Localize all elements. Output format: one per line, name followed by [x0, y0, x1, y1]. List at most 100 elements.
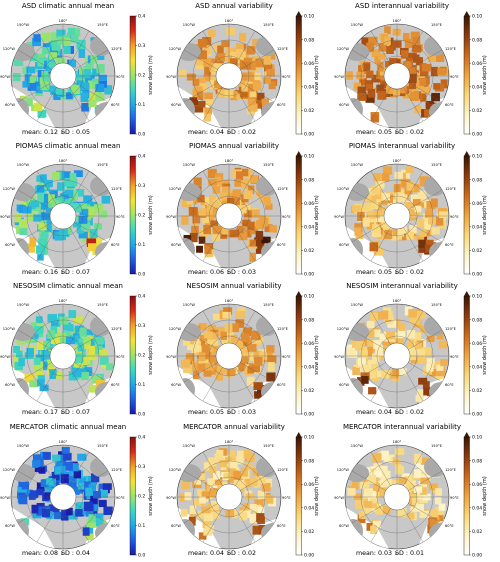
colorbar-tick-label: 0.04	[304, 85, 314, 91]
snow-cell	[261, 236, 271, 244]
meridian-line	[235, 367, 256, 402]
colorbar-tick-label: 0.06	[304, 201, 314, 207]
snow-cell	[409, 86, 419, 94]
colorbar-tick-label: 0.04	[472, 365, 482, 371]
meridian-line	[235, 227, 256, 262]
snow-cell	[207, 168, 217, 179]
snow-cell	[219, 459, 228, 468]
snow-cell	[365, 94, 375, 103]
snow-cell	[196, 100, 206, 108]
snow-cell	[46, 359, 54, 369]
snow-cell	[421, 347, 431, 357]
snow-cell	[407, 52, 417, 61]
snow-cell	[431, 227, 440, 235]
snow-cell	[244, 204, 251, 212]
polar-map: 180° 0° 150°W 120°W 90°W 60°W 150°E 120°E 90°E 60…	[334, 11, 488, 138]
snow-cell	[243, 327, 253, 337]
open-ocean	[11, 86, 115, 128]
snow-cell	[78, 215, 88, 224]
map-panel: PIOMAS annual variability 180° 0° 150°W 120°…	[166, 140, 332, 280]
longitude-label: 120°W	[337, 327, 350, 331]
colorbar-label: snow depth (m)	[148, 55, 154, 94]
polar-map: 180° 0° 150°W 120°W 90°W 60°W 150°E 120°E 90°E 60…	[0, 294, 154, 418]
snow-cell	[367, 330, 375, 338]
snow-cell	[263, 196, 271, 206]
snow-cell	[400, 50, 409, 59]
pole-hole	[49, 202, 77, 230]
longitude-label: 90°W	[166, 75, 176, 79]
snow-cell	[98, 74, 108, 84]
snow-cell	[204, 107, 213, 115]
snow-cell	[243, 190, 253, 200]
snow-cell	[103, 506, 113, 515]
snow-cell	[203, 45, 211, 55]
snow-cell	[262, 56, 271, 65]
snow-cell	[346, 71, 354, 80]
colorbar-tick-label: 0.1	[138, 382, 145, 388]
longitude-label: 150°E	[97, 23, 109, 27]
snow-cell	[263, 63, 273, 72]
colorbar-label: snow depth (m)	[482, 195, 488, 234]
snow-cell	[38, 361, 48, 371]
snow-cell	[366, 320, 375, 329]
snow-cell	[381, 222, 388, 230]
colorbar-tick-label: 0.3	[138, 43, 145, 49]
longitude-label: 120°E	[277, 327, 289, 331]
snow-cell	[361, 376, 369, 384]
meridian-line	[235, 508, 256, 543]
snow-cell	[239, 345, 248, 353]
snow-cell	[420, 487, 427, 495]
snow-cell	[380, 345, 390, 354]
map-panel: NESOSIM interannual variability 180° 0° 150…	[334, 280, 500, 420]
snow-cell	[434, 496, 442, 505]
snow-cell	[197, 510, 207, 519]
snow-cell	[246, 376, 255, 386]
snow-cell	[417, 348, 425, 357]
snow-cell	[26, 212, 35, 221]
snow-cell	[267, 355, 277, 364]
longitude-label: 60°W	[5, 524, 15, 528]
land-mass	[424, 457, 446, 477]
snow-cell	[409, 316, 419, 324]
snow-cell	[194, 58, 204, 66]
snow-cell	[29, 380, 39, 388]
pole-hole	[49, 342, 77, 370]
snow-cell	[436, 364, 444, 371]
snow-cell	[13, 345, 20, 353]
snow-cell	[420, 457, 430, 465]
land-mass	[90, 457, 112, 477]
snow-cell	[47, 314, 57, 323]
snow-cell	[192, 361, 200, 371]
snow-cell	[367, 339, 374, 347]
snow-cell	[79, 327, 87, 337]
snow-cell	[408, 209, 416, 217]
snow-cell	[38, 466, 45, 474]
snow-cell	[424, 221, 432, 230]
snow-cell	[100, 488, 109, 498]
snow-cell	[79, 203, 87, 211]
snow-cell	[205, 197, 212, 205]
snow-cell	[77, 477, 87, 486]
snow-cell	[386, 86, 394, 94]
snow-cell	[361, 339, 369, 347]
snow-cell	[264, 224, 273, 233]
snow-cell	[402, 61, 412, 71]
meridian-line	[240, 49, 275, 70]
land-mass	[11, 378, 29, 402]
snow-cell	[203, 57, 212, 67]
panel-stats: mean: 0.04 SD : 0.02	[188, 129, 259, 136]
snow-cell	[34, 81, 44, 90]
snow-cell	[87, 243, 97, 252]
colorbar-tick-label: 0.08	[304, 317, 314, 323]
snow-cell	[421, 63, 432, 72]
snow-cell	[409, 66, 417, 77]
snow-cell	[58, 337, 66, 345]
colorbar-tick-label: 0.04	[472, 225, 482, 231]
snow-cell	[94, 345, 103, 355]
snow-cell	[366, 346, 374, 356]
colorbar-tick-label: 0.1	[138, 102, 145, 108]
snow-cell	[360, 481, 370, 489]
polar-map: 180° 0° 150°W 120°W 90°W 60°W 150°E 120°E 90°E 60…	[0, 14, 154, 138]
polar-map: 180° 0° 150°W 120°W 90°W 60°W 150°E 120°E 90°E 60…	[334, 432, 488, 559]
snow-cell	[50, 319, 59, 327]
